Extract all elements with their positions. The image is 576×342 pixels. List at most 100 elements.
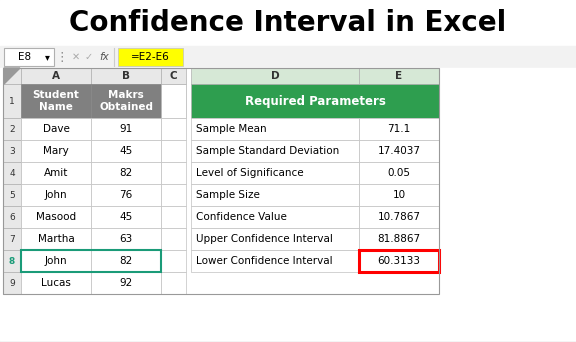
Bar [3, 162, 21, 184]
Polygon shape [4, 68, 20, 84]
Bar [21, 84, 91, 118]
Bar [91, 272, 161, 294]
Bar [191, 68, 359, 84]
Text: 91: 91 [119, 124, 132, 134]
Text: Lower Confidence Interval: Lower Confidence Interval [196, 256, 332, 266]
Text: Dave: Dave [43, 124, 70, 134]
Bar [191, 118, 359, 140]
Text: 1: 1 [9, 96, 15, 105]
Text: 82: 82 [119, 256, 132, 266]
Bar [21, 140, 91, 162]
Text: Confidence Interval in Excel: Confidence Interval in Excel [69, 9, 507, 37]
Bar [3, 118, 21, 140]
Bar [161, 272, 186, 294]
Bar [3, 184, 21, 206]
Bar [3, 250, 21, 272]
Bar [91, 84, 161, 118]
Text: E: E [396, 71, 403, 81]
Bar [359, 68, 439, 84]
Text: Confidence Value: Confidence Value [196, 212, 287, 222]
Text: 60.3133: 60.3133 [377, 256, 420, 266]
Bar [161, 184, 186, 206]
Bar [359, 206, 439, 228]
Text: 92: 92 [119, 278, 132, 288]
Bar [161, 162, 186, 184]
Bar [91, 206, 161, 228]
Bar [91, 118, 161, 140]
Bar [191, 140, 359, 162]
Text: 76: 76 [119, 190, 132, 200]
Text: ▾: ▾ [44, 52, 50, 62]
Bar [161, 118, 186, 140]
Text: Masood: Masood [36, 212, 76, 222]
Bar [3, 84, 21, 118]
Bar [21, 206, 91, 228]
Text: 10.7867: 10.7867 [377, 212, 420, 222]
Text: Upper Confidence Interval: Upper Confidence Interval [196, 234, 333, 244]
Bar [91, 184, 161, 206]
Text: C: C [170, 71, 177, 81]
Text: 63: 63 [119, 234, 132, 244]
Bar [91, 228, 161, 250]
Text: Sample Mean: Sample Mean [196, 124, 267, 134]
Bar [21, 250, 161, 272]
Bar [21, 250, 91, 272]
Bar [3, 68, 21, 84]
Bar [359, 118, 439, 140]
Text: 10: 10 [392, 190, 406, 200]
Bar [0, 46, 576, 68]
Bar [161, 206, 186, 228]
Bar [191, 184, 359, 206]
Bar [359, 250, 439, 272]
Bar [191, 162, 359, 184]
Bar [161, 228, 186, 250]
Bar [21, 184, 91, 206]
Text: Mary: Mary [43, 146, 69, 156]
Bar [4, 48, 54, 66]
Text: 6: 6 [9, 212, 15, 222]
Bar [359, 184, 439, 206]
Bar [191, 84, 439, 118]
Bar [161, 84, 186, 118]
Text: 3: 3 [9, 146, 15, 156]
Text: D: D [271, 71, 279, 81]
Text: Student
Name: Student Name [33, 90, 79, 112]
Text: Makrs
Obtained: Makrs Obtained [99, 90, 153, 112]
Text: ✓: ✓ [85, 52, 93, 62]
Bar [91, 250, 161, 272]
Bar [3, 206, 21, 228]
Text: E8: E8 [18, 52, 32, 62]
Text: 2: 2 [9, 124, 15, 133]
Bar [191, 250, 359, 272]
Text: 71.1: 71.1 [388, 124, 411, 134]
Text: Sample Size: Sample Size [196, 190, 260, 200]
Bar [3, 68, 439, 294]
Text: Martha: Martha [37, 234, 74, 244]
Text: A: A [52, 71, 60, 81]
Bar [118, 48, 183, 66]
Text: Sample Standard Deviation: Sample Standard Deviation [196, 146, 339, 156]
Bar [359, 250, 439, 272]
Bar [359, 162, 439, 184]
Text: =E2-E6: =E2-E6 [131, 52, 170, 62]
Bar [21, 162, 91, 184]
Text: John: John [45, 190, 67, 200]
Text: 9: 9 [9, 278, 15, 288]
Text: 82: 82 [119, 168, 132, 178]
Text: Amit: Amit [44, 168, 68, 178]
Text: fx: fx [99, 52, 109, 62]
Text: ⋮: ⋮ [56, 51, 68, 64]
Bar [191, 206, 359, 228]
Text: 4: 4 [9, 169, 15, 177]
Bar [161, 140, 186, 162]
Text: ✕: ✕ [72, 52, 80, 62]
Bar [359, 228, 439, 250]
Text: 45: 45 [119, 146, 132, 156]
Bar [91, 140, 161, 162]
Bar [161, 68, 186, 84]
Bar [359, 140, 439, 162]
Text: John: John [45, 256, 67, 266]
Bar [3, 272, 21, 294]
Bar [21, 272, 91, 294]
Bar [3, 228, 21, 250]
